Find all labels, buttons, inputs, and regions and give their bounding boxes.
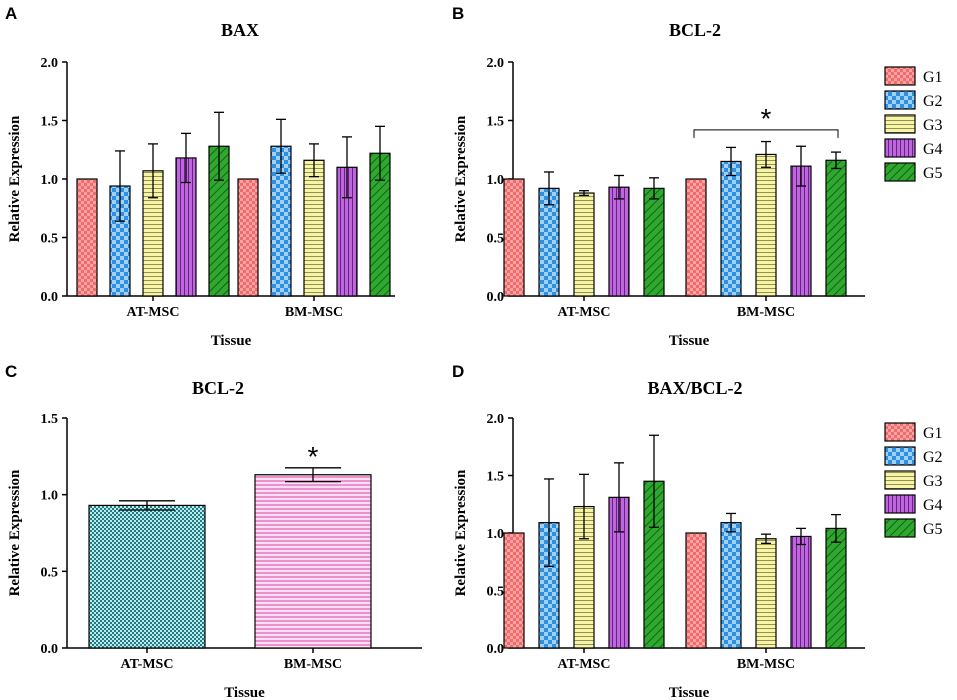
y-tick-label: 0.0	[41, 642, 59, 657]
y-tick-label: 0.0	[487, 290, 505, 305]
legend-swatch-g2	[884, 90, 916, 110]
bar-g1-at-msc	[76, 178, 98, 297]
legend-label-g1: G1	[923, 69, 943, 86]
y-tick-label: 1.5	[487, 470, 505, 485]
y-axis-label: Relative Expression	[453, 469, 469, 596]
panel-a: A BAX 0.0 0.5 1.0 1.5 2.0 Relative Expression AT…	[5, 4, 395, 349]
legend-label-g5: G5	[923, 165, 943, 182]
x-tick-label: BM-MSC	[284, 657, 342, 672]
y-axis-label: Relative Expression	[453, 115, 469, 242]
panel-c: C BCL-2 0.0 0.5 1.0 1.5 Relative Expression AT-…	[5, 362, 422, 700]
y-tick-label: 1.5	[487, 115, 505, 130]
x-tick-label: BM-MSC	[737, 305, 795, 320]
panel-letter: C	[5, 362, 17, 381]
bar-g2-bm-msc	[720, 522, 742, 649]
legend-label-g2: G2	[923, 93, 943, 110]
y-tick-label: 2.0	[41, 56, 59, 71]
bar-g5-bm-msc	[825, 159, 847, 297]
bar-g5-bm-msc	[825, 527, 847, 649]
panel-d: D BAX/BCL-2 0.0 0.5 1.0 1.5 2.0 Relative Expres…	[452, 362, 943, 700]
legend-label-g3: G3	[923, 117, 943, 134]
chart-title: BAX/BCL-2	[647, 378, 742, 398]
y-tick-label: 1.0	[487, 173, 505, 188]
bar-g1-bm-msc	[685, 532, 707, 649]
significance-star: *	[308, 441, 319, 472]
panel-b: B BCL-2 0.0 0.5 1.0 1.5 2.0 Relative Expression…	[452, 4, 943, 349]
legend-label-g4: G4	[923, 141, 943, 158]
x-axis-label: Tissue	[669, 685, 710, 700]
bar-bm-msc	[254, 474, 372, 649]
significance-bracket	[693, 129, 839, 138]
legend-label-g1: G1	[923, 425, 943, 442]
legend-label-g3: G3	[923, 473, 943, 490]
y-tick-label: 0.0	[41, 290, 59, 305]
legend-swatch-g1	[884, 66, 916, 86]
significance-star: *	[761, 103, 772, 134]
y-tick-label: 0.5	[487, 585, 505, 600]
legend-swatch-g1	[884, 422, 916, 442]
y-tick-label: 0.0	[487, 642, 505, 657]
panel-letter: A	[5, 4, 17, 23]
bar-g1-at-msc	[503, 178, 525, 297]
bar-at-msc	[88, 504, 206, 649]
bar-g1-bm-msc	[237, 178, 259, 297]
y-tick-label: 0.5	[41, 565, 59, 580]
bar-g1-bm-msc	[685, 178, 707, 297]
bar-g2-bm-msc	[720, 160, 742, 297]
legend-label-g4: G4	[923, 497, 943, 514]
x-axis-label: Tissue	[669, 333, 710, 349]
legend-swatch-g4	[884, 138, 916, 158]
bar-g4-bm-msc	[790, 535, 812, 649]
chart-title: BCL-2	[192, 378, 244, 398]
y-tick-label: 1.5	[41, 412, 59, 427]
bar-g1-at-msc	[503, 532, 525, 649]
y-tick-label: 2.0	[487, 412, 505, 427]
y-tick-label: 1.0	[487, 527, 505, 542]
chart-title: BAX	[221, 20, 259, 40]
legend-swatch-g5	[884, 162, 916, 182]
legend-swatch-g3	[884, 114, 916, 134]
bar-g3-bm-msc	[303, 159, 325, 297]
legend-swatch-g2	[884, 446, 916, 466]
x-tick-label: AT-MSC	[127, 305, 180, 320]
legend-label-g5: G5	[923, 521, 943, 538]
panel-letter: B	[452, 4, 464, 23]
bar-g3-bm-msc	[755, 538, 777, 649]
legend-swatch-g3	[884, 470, 916, 490]
x-tick-label: AT-MSC	[558, 305, 611, 320]
panel-letter: D	[452, 362, 464, 381]
x-axis-label: Tissue	[224, 685, 265, 700]
x-tick-label: BM-MSC	[285, 305, 343, 320]
legend-swatch-g5	[884, 518, 916, 538]
x-tick-label: AT-MSC	[558, 657, 611, 672]
bar-g5-at-msc	[643, 187, 665, 297]
y-tick-label: 0.5	[41, 232, 59, 247]
bar-g3-bm-msc	[755, 153, 777, 297]
x-axis-label: Tissue	[211, 333, 252, 349]
y-axis-label: Relative Expression	[7, 115, 23, 242]
chart-title: BCL-2	[669, 20, 721, 40]
y-tick-label: 1.5	[41, 115, 59, 130]
y-tick-label: 2.0	[487, 56, 505, 71]
legend-swatch-g4	[884, 494, 916, 514]
bar-g4-at-msc	[608, 186, 630, 297]
y-tick-label: 0.5	[487, 232, 505, 247]
bar-g3-at-msc	[573, 192, 595, 297]
legend-label-g2: G2	[923, 449, 943, 466]
y-tick-label: 1.0	[41, 489, 59, 504]
x-tick-label: AT-MSC	[121, 657, 174, 672]
x-tick-label: BM-MSC	[737, 657, 795, 672]
y-axis-label: Relative Expression	[7, 469, 23, 596]
y-tick-label: 1.0	[41, 173, 59, 188]
